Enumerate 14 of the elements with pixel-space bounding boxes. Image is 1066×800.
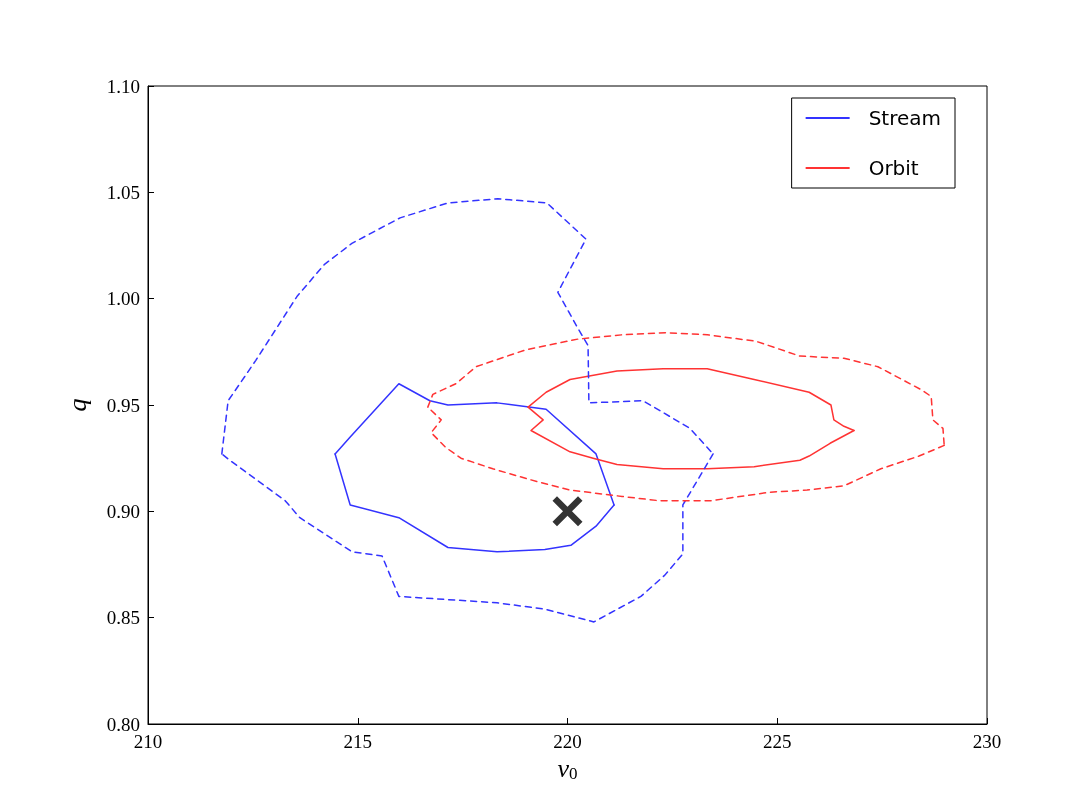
x-tick-label: 230: [972, 731, 1002, 752]
y-axis-title: q: [62, 398, 92, 412]
y-tick-label: 1.05: [106, 181, 140, 203]
y-tick-label: 0.95: [106, 394, 140, 416]
x-tick-label: 215: [343, 731, 372, 752]
legend-label: Orbit: [868, 156, 919, 180]
y-tick-label: 1.00: [106, 288, 140, 310]
x-axis-title: v0: [557, 754, 578, 784]
x-tick-label: 220: [553, 731, 582, 752]
y-tick-label: 0.90: [106, 500, 140, 522]
x-tick-label: 225: [763, 731, 792, 752]
y-tick-label: 0.85: [106, 607, 140, 629]
legend-label: Stream: [868, 106, 942, 130]
y-tick-label: 1.10: [106, 75, 140, 97]
